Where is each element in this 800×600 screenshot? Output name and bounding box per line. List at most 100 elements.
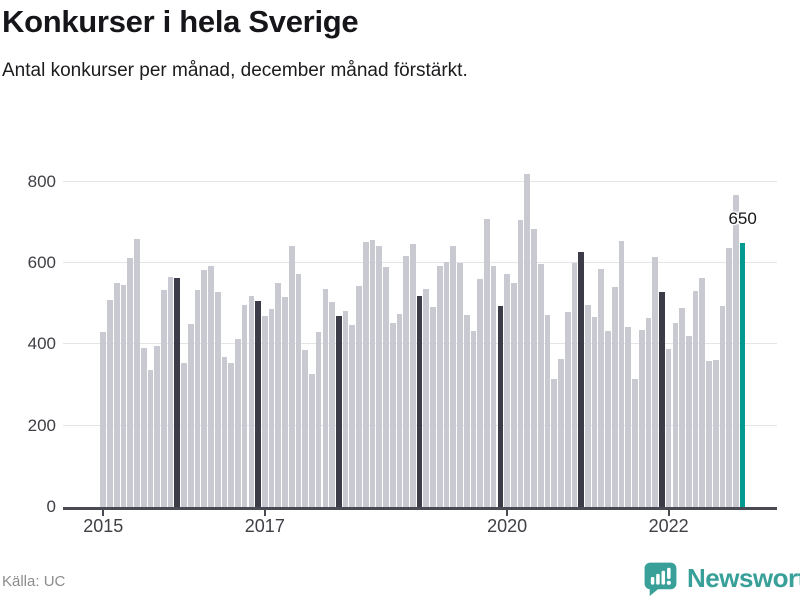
bar-2021-05 (611, 287, 618, 507)
bar-2017-05 (288, 245, 295, 507)
x-axis-label-2022: 2022 (648, 516, 689, 536)
bar-2021-03 (598, 268, 605, 507)
bar-2019-03 (436, 265, 443, 507)
bar-2021-06 (618, 241, 625, 507)
bar-2017-07 (302, 349, 309, 507)
bar-2016-10 (241, 305, 248, 507)
bar-2016-02 (187, 323, 194, 507)
bar-2016-12 (255, 301, 261, 507)
bar-2022-10 (726, 248, 733, 507)
bar-2022-01 (665, 349, 672, 507)
bar-2018-08 (389, 322, 396, 507)
bar-2019-08 (470, 331, 477, 507)
bar-2020-09 (558, 359, 564, 507)
bar-2015-08 (147, 370, 154, 507)
bar-2018-02 (349, 325, 356, 507)
bar-2020-07 (544, 314, 551, 507)
bar-2016-08 (228, 362, 234, 507)
bar-2022-04 (685, 336, 692, 507)
bar-2017-02 (268, 309, 275, 507)
bar-2018-11 (410, 243, 416, 507)
bar-2020-08 (551, 379, 558, 507)
bar-2020-10 (564, 312, 571, 507)
y-axis-label-0: 0 (46, 497, 56, 516)
bar-2018-12 (416, 296, 423, 507)
bar-2022-06 (699, 277, 706, 507)
bar-2020-01 (504, 274, 510, 507)
x-axis-tick-2022 (667, 510, 670, 516)
bar-2022-12 (739, 242, 746, 507)
bar-2016-03 (194, 289, 201, 507)
bar-2018-09 (396, 313, 403, 507)
bar-2015-02 (107, 299, 113, 507)
bar-2017-11 (329, 302, 335, 507)
bar-2022-09 (719, 306, 726, 507)
bar-2015-12 (174, 277, 181, 507)
gridline-800 (63, 180, 777, 182)
bar-2018-07 (383, 267, 389, 507)
bar-2015-09 (154, 346, 160, 507)
bar-2021-01 (585, 304, 591, 507)
bar-2015-11 (167, 276, 174, 507)
bar-2020-05 (531, 229, 537, 507)
bar-2017-06 (295, 274, 302, 507)
bar-2021-02 (591, 317, 598, 507)
bar-2016-01 (181, 363, 187, 507)
bar-2020-12 (578, 252, 584, 507)
bar-2019-04 (443, 262, 450, 507)
source-credit: Källa: UC (2, 573, 66, 590)
bar-2019-05 (450, 246, 457, 507)
bar-2022-05 (692, 290, 699, 507)
bar-2020-06 (537, 264, 544, 507)
bar-2019-11 (490, 265, 497, 507)
bar-2021-07 (625, 326, 632, 507)
bar-2017-09 (315, 332, 322, 507)
x-axis-tick-2017 (263, 510, 266, 516)
x-axis-label-2015: 2015 (83, 516, 124, 536)
y-axis-label-600: 600 (27, 253, 56, 273)
newsworthy-logo: Newsworthy (642, 560, 800, 597)
chart-subtitle: Antal konkurser per månad, december måna… (2, 60, 468, 81)
bar-2021-11 (652, 256, 658, 507)
bar-2021-12 (659, 292, 665, 507)
bar-2020-04 (524, 173, 531, 507)
bar-2017-10 (322, 289, 329, 507)
bar-2016-04 (201, 269, 208, 507)
bar-2022-08 (712, 359, 719, 507)
x-axis-label-2020: 2020 (487, 516, 528, 536)
bar-2019-06 (457, 262, 463, 507)
page-title: Konkurser i hela Sverige (2, 4, 359, 39)
bar-2021-08 (632, 379, 638, 507)
bar-2019-12 (497, 306, 504, 507)
bar-2016-09 (235, 338, 241, 507)
bar-2016-07 (221, 356, 228, 507)
bar-2021-09 (638, 329, 645, 507)
gridline-600 (63, 262, 777, 264)
newsworthy-wordmark: Newsworthy (687, 563, 800, 593)
bar-2020-03 (517, 220, 524, 507)
bar-2015-10 (161, 289, 167, 507)
bar-2015-05 (127, 257, 134, 507)
y-axis-label-200: 200 (27, 415, 56, 435)
bar-2016-05 (208, 265, 214, 507)
bar-2018-04 (362, 241, 369, 507)
bar-2016-06 (214, 291, 221, 507)
bar-chart-speech-bubble-icon (642, 560, 679, 597)
bar-2015-06 (134, 238, 140, 507)
bar-2017-08 (309, 373, 315, 507)
bar-2015-03 (113, 283, 120, 507)
bar-2015-04 (120, 285, 127, 507)
highlight-value-label: 650 (728, 209, 757, 228)
bar-2021-04 (605, 330, 611, 507)
bar-2018-05 (369, 240, 376, 507)
bar-2019-10 (484, 218, 490, 507)
bar-2022-11 (733, 195, 739, 507)
bar-2016-11 (248, 295, 255, 507)
bar-chart-plot-area (63, 170, 777, 510)
bar-2017-12 (336, 316, 342, 507)
bar-2018-03 (356, 286, 362, 507)
y-axis-label-800: 800 (27, 171, 56, 191)
x-axis-tick-2020 (506, 510, 509, 516)
y-axis-label-400: 400 (27, 334, 56, 354)
